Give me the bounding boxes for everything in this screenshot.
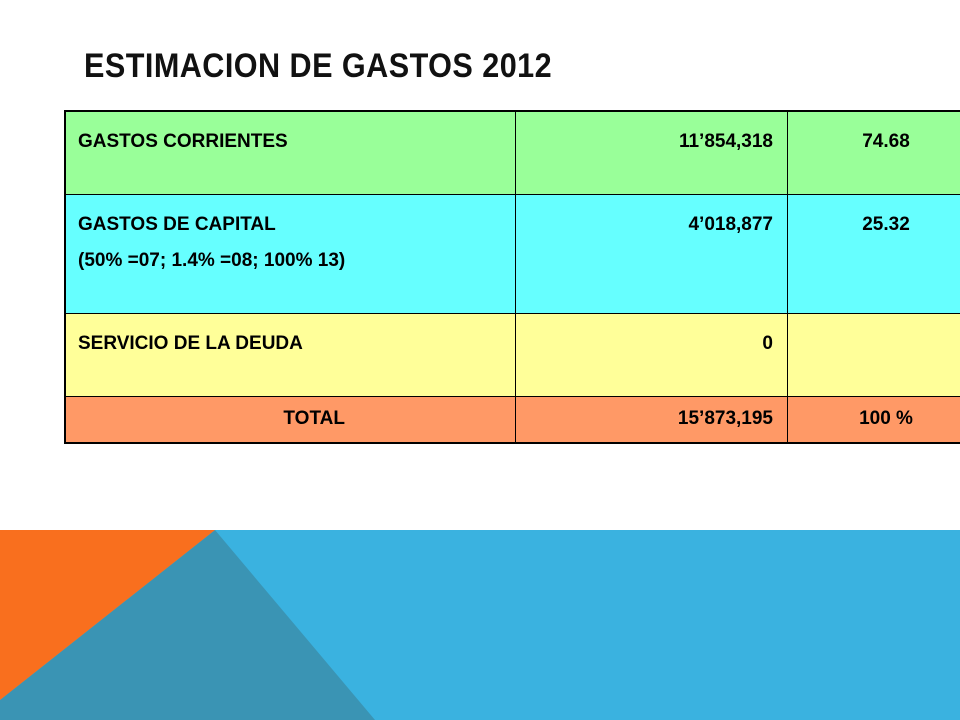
row-percent — [787, 313, 960, 398]
row-label-line: SERVICIO DE LA DEUDA — [78, 333, 303, 355]
row-percent: 25.32 — [787, 193, 960, 315]
row-label-subline: (50% =07; 1.4% =08; 100% 13) — [78, 250, 346, 271]
table-row-total: TOTAL 15’873,195 100 % — [64, 396, 960, 444]
row-label: TOTAL — [64, 396, 516, 444]
slide-title: ESTIMACION DE GASTOS 2012 — [84, 47, 553, 85]
row-label: SERVICIO DE LA DEUDA — [64, 313, 516, 398]
row-percent: 100 % — [787, 396, 960, 444]
table-row-gastos-corrientes: GASTOS CORRIENTES 11’854,318 74.68 — [64, 110, 960, 195]
row-amount: 0 — [515, 313, 788, 398]
table-row-gastos-capital: GASTOS DE CAPITAL (50% =07; 1.4% =08; 10… — [64, 193, 960, 315]
table-row-servicio-deuda: SERVICIO DE LA DEUDA 0 — [64, 313, 960, 398]
row-label-line: GASTOS DE CAPITAL — [78, 214, 276, 235]
row-label: GASTOS DE CAPITAL (50% =07; 1.4% =08; 10… — [64, 193, 516, 315]
footer-orange-triangle — [0, 530, 215, 700]
row-label-line: GASTOS CORRIENTES — [78, 131, 288, 152]
row-amount: 4’018,877 — [515, 193, 788, 315]
row-amount: 15’873,195 — [515, 396, 788, 444]
decorative-footer-shapes — [0, 530, 960, 720]
row-amount: 11’854,318 — [515, 110, 788, 195]
budget-table: GASTOS CORRIENTES 11’854,318 74.68 GASTO… — [64, 110, 960, 444]
footer-dark-triangle — [0, 530, 375, 720]
row-percent: 74.68 — [787, 110, 960, 195]
row-label: GASTOS CORRIENTES — [64, 110, 516, 195]
row-label-line: TOTAL — [283, 408, 345, 430]
